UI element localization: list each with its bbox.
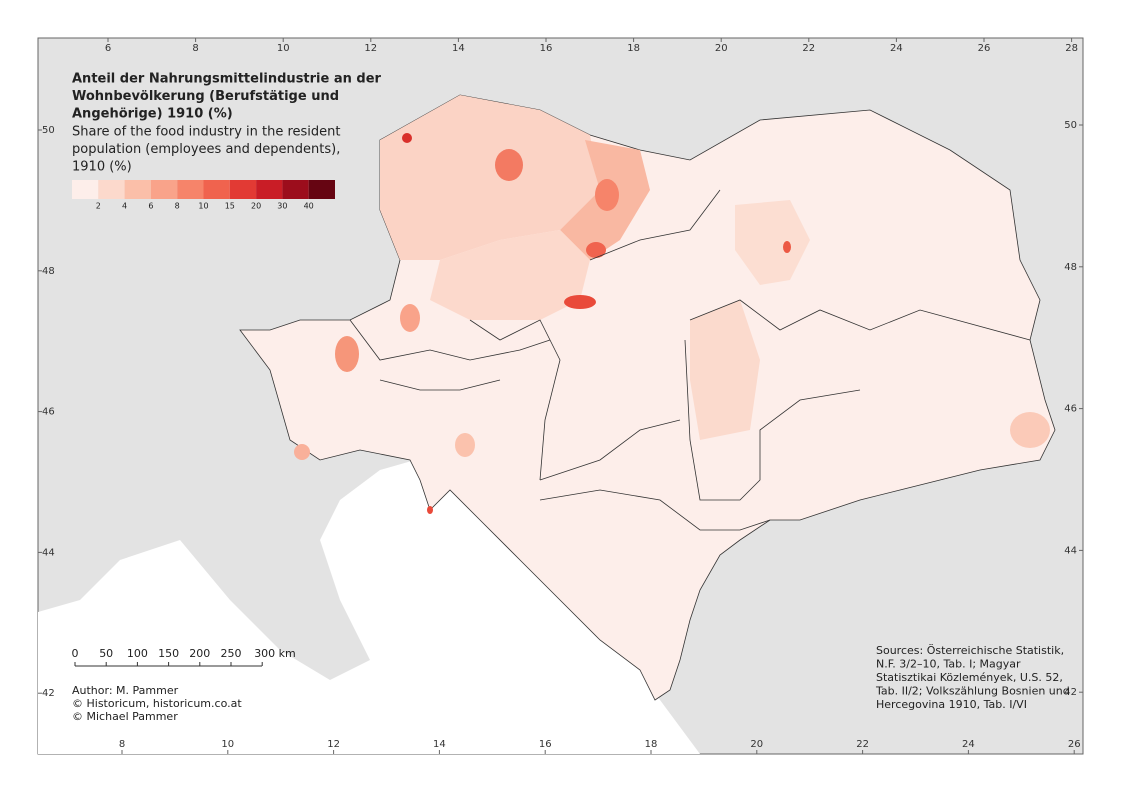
legend-swatch (72, 180, 99, 199)
sources: Sources: Österreichische Statistik, (876, 644, 1064, 657)
title-de: Angehörige) 1910 (%) (72, 107, 233, 122)
top-tick-label: 22 (802, 43, 815, 54)
sea (38, 460, 700, 754)
top-tick-label: 24 (890, 43, 903, 54)
top-tick-label: 28 (1065, 43, 1078, 54)
scale-label: 200 (189, 647, 210, 660)
sources: Hercegovina 1910, Tab. I/VI (876, 698, 1027, 711)
sources: N.F. 3/2–10, Tab. I; Magyar (876, 658, 1021, 671)
author: Author: M. Pammer (72, 684, 179, 697)
legend-swatch (282, 180, 309, 199)
scale-label: 300 km (254, 647, 296, 660)
top-tick-label: 26 (978, 43, 991, 54)
bottom-tick-label: 22 (856, 739, 869, 750)
title-en: population (employees and dependents), (72, 142, 340, 157)
legend-swatch (124, 180, 151, 199)
bottom-tick-label: 14 (433, 739, 446, 750)
legend-swatch (177, 180, 204, 199)
bottom-tick-label: 24 (962, 739, 975, 750)
title-en: 1910 (%) (72, 160, 132, 175)
top-tick-label: 6 (105, 43, 111, 54)
bottom-tick-label: 26 (1068, 739, 1081, 750)
bottom-tick-label: 18 (645, 739, 658, 750)
top-tick-label: 8 (192, 43, 198, 54)
region-shading (294, 95, 1050, 514)
right-tick-label: 46 (1064, 404, 1077, 415)
legend-break: 40 (304, 202, 314, 211)
bottom-tick-label: 16 (539, 739, 552, 750)
author: © Historicum, historicum.co.at (72, 697, 242, 710)
scale-label: 100 (127, 647, 148, 660)
legend-swatch (256, 180, 283, 199)
top-tick-label: 10 (277, 43, 290, 54)
right-tick-label: 44 (1064, 545, 1077, 556)
scale-label: 150 (158, 647, 179, 660)
legend-break: 20 (251, 202, 261, 211)
scale-label: 50 (99, 647, 113, 660)
sources: Tab. II/2; Volkszählung Bosnien und (875, 685, 1070, 698)
left-tick-label: 42 (42, 688, 55, 699)
top-tick-label: 12 (364, 43, 377, 54)
title-de: Anteil der Nahrungsmittelindustrie an de… (72, 72, 382, 87)
title-de: Wohnbevölkerung (Berufstätige und (72, 89, 339, 104)
left-tick-label: 44 (42, 547, 55, 558)
legend-break: 30 (277, 202, 287, 211)
right-tick-label: 48 (1064, 262, 1077, 273)
legend-break: 6 (148, 202, 153, 211)
bottom-tick-label: 10 (221, 739, 234, 750)
top-tick-label: 20 (715, 43, 728, 54)
legend-swatch (229, 180, 257, 199)
top-tick-label: 14 (452, 43, 465, 54)
left-tick-label: 48 (42, 266, 55, 277)
legend-break: 15 (225, 202, 235, 211)
legend-swatch (150, 180, 178, 199)
title-en: Share of the food industry in the reside… (72, 125, 341, 140)
right-tick-label: 50 (1064, 120, 1077, 131)
bottom-tick-label: 8 (119, 739, 125, 750)
bottom-tick-label: 20 (750, 739, 763, 750)
legend-break: 10 (198, 202, 208, 211)
author: © Michael Pammer (72, 710, 178, 723)
right-tick-label: 42 (1064, 687, 1077, 698)
legend-swatch (98, 180, 125, 199)
legend-break: 2 (96, 202, 101, 211)
bottom-tick-label: 12 (327, 739, 340, 750)
scale-label: 250 (221, 647, 242, 660)
top-tick-label: 18 (627, 43, 640, 54)
top-tick-label: 16 (540, 43, 553, 54)
legend-swatch (203, 180, 230, 199)
left-tick-label: 46 (42, 407, 55, 418)
scale-label: 0 (72, 647, 79, 660)
left-tick-label: 50 (42, 125, 55, 136)
legend-swatch (308, 180, 335, 199)
sources: Statisztikai Közlemények, U.S. 52, (876, 671, 1063, 684)
internal-borders (349, 189, 1031, 531)
legend-break: 8 (175, 202, 180, 211)
legend-break: 4 (122, 202, 127, 211)
